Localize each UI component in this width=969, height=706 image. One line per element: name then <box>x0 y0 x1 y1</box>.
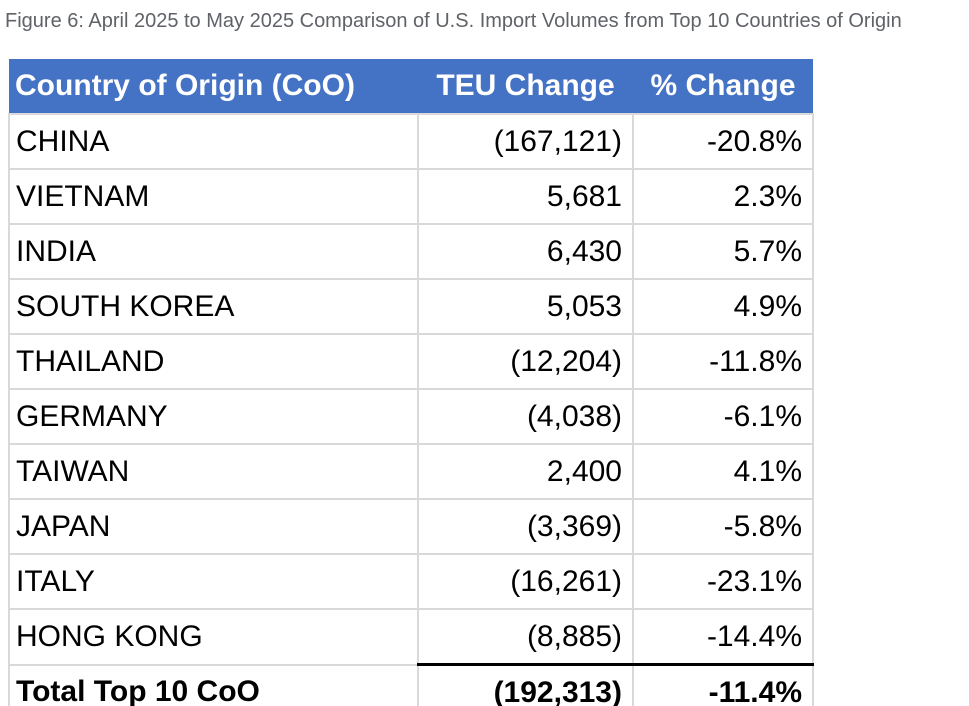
country-cell: ITALY <box>8 553 419 610</box>
teu-change-cell: (167,121) <box>417 113 634 170</box>
pct-change-cell: 4.9% <box>632 278 814 335</box>
pct-change-cell: 4.1% <box>632 443 814 500</box>
pct-change-cell: -14.4% <box>632 608 814 666</box>
teu-change-cell: (12,204) <box>417 333 634 390</box>
total-label-cell: Total Top 10 CoO <box>8 663 419 706</box>
pct-change-cell: 5.7% <box>632 223 814 280</box>
column-header-pct-change: % Change <box>633 59 813 114</box>
table-row: HONG KONG (8,885) -14.4% <box>8 608 814 666</box>
import-volumes-table: Country of Origin (CoO) TEU Change % Cha… <box>8 59 814 706</box>
table-total-row: Total Top 10 CoO (192,313) -11.4% <box>8 663 814 706</box>
table-row: JAPAN (3,369) -5.8% <box>8 498 814 555</box>
teu-change-cell: 6,430 <box>417 223 634 280</box>
country-cell: CHINA <box>8 113 419 170</box>
teu-change-cell: (16,261) <box>417 553 634 610</box>
teu-change-cell: (8,885) <box>417 608 634 666</box>
header-row: Country of Origin (CoO) TEU Change % Cha… <box>9 59 813 114</box>
table-row: VIETNAM 5,681 2.3% <box>8 168 814 225</box>
table-row: SOUTH KOREA 5,053 4.9% <box>8 278 814 335</box>
pct-change-cell: -11.8% <box>632 333 814 390</box>
table-row: INDIA 6,430 5.7% <box>8 223 814 280</box>
total-teu-change-cell: (192,313) <box>417 663 634 706</box>
country-cell: VIETNAM <box>8 168 419 225</box>
table-row: TAIWAN 2,400 4.1% <box>8 443 814 500</box>
teu-change-cell: (3,369) <box>417 498 634 555</box>
pct-change-cell: -5.8% <box>632 498 814 555</box>
table-row: THAILAND (12,204) -11.8% <box>8 333 814 390</box>
country-cell: HONG KONG <box>8 608 419 666</box>
table-row: CHINA (167,121) -20.8% <box>8 113 814 170</box>
teu-change-cell: (4,038) <box>417 388 634 445</box>
pct-change-cell: -6.1% <box>632 388 814 445</box>
country-cell: GERMANY <box>8 388 419 445</box>
pct-change-cell: 2.3% <box>632 168 814 225</box>
country-cell: JAPAN <box>8 498 419 555</box>
column-header-country: Country of Origin (CoO) <box>9 59 418 114</box>
pct-change-cell: -20.8% <box>632 113 814 170</box>
country-cell: SOUTH KOREA <box>8 278 419 335</box>
table-row: GERMANY (4,038) -6.1% <box>8 388 814 445</box>
figure-title: Figure 6: April 2025 to May 2025 Compari… <box>5 10 902 32</box>
pct-change-cell: -23.1% <box>632 553 814 610</box>
teu-change-cell: 5,681 <box>417 168 634 225</box>
teu-change-cell: 2,400 <box>417 443 634 500</box>
table-header: Country of Origin (CoO) TEU Change % Cha… <box>9 59 813 114</box>
column-header-teu-change: TEU Change <box>418 59 633 114</box>
table-row: ITALY (16,261) -23.1% <box>8 553 814 610</box>
total-pct-change-cell: -11.4% <box>632 663 814 706</box>
table-body: CHINA (167,121) -20.8% VIETNAM 5,681 2.3… <box>8 113 814 706</box>
country-cell: TAIWAN <box>8 443 419 500</box>
teu-change-cell: 5,053 <box>417 278 634 335</box>
country-cell: THAILAND <box>8 333 419 390</box>
country-cell: INDIA <box>8 223 419 280</box>
